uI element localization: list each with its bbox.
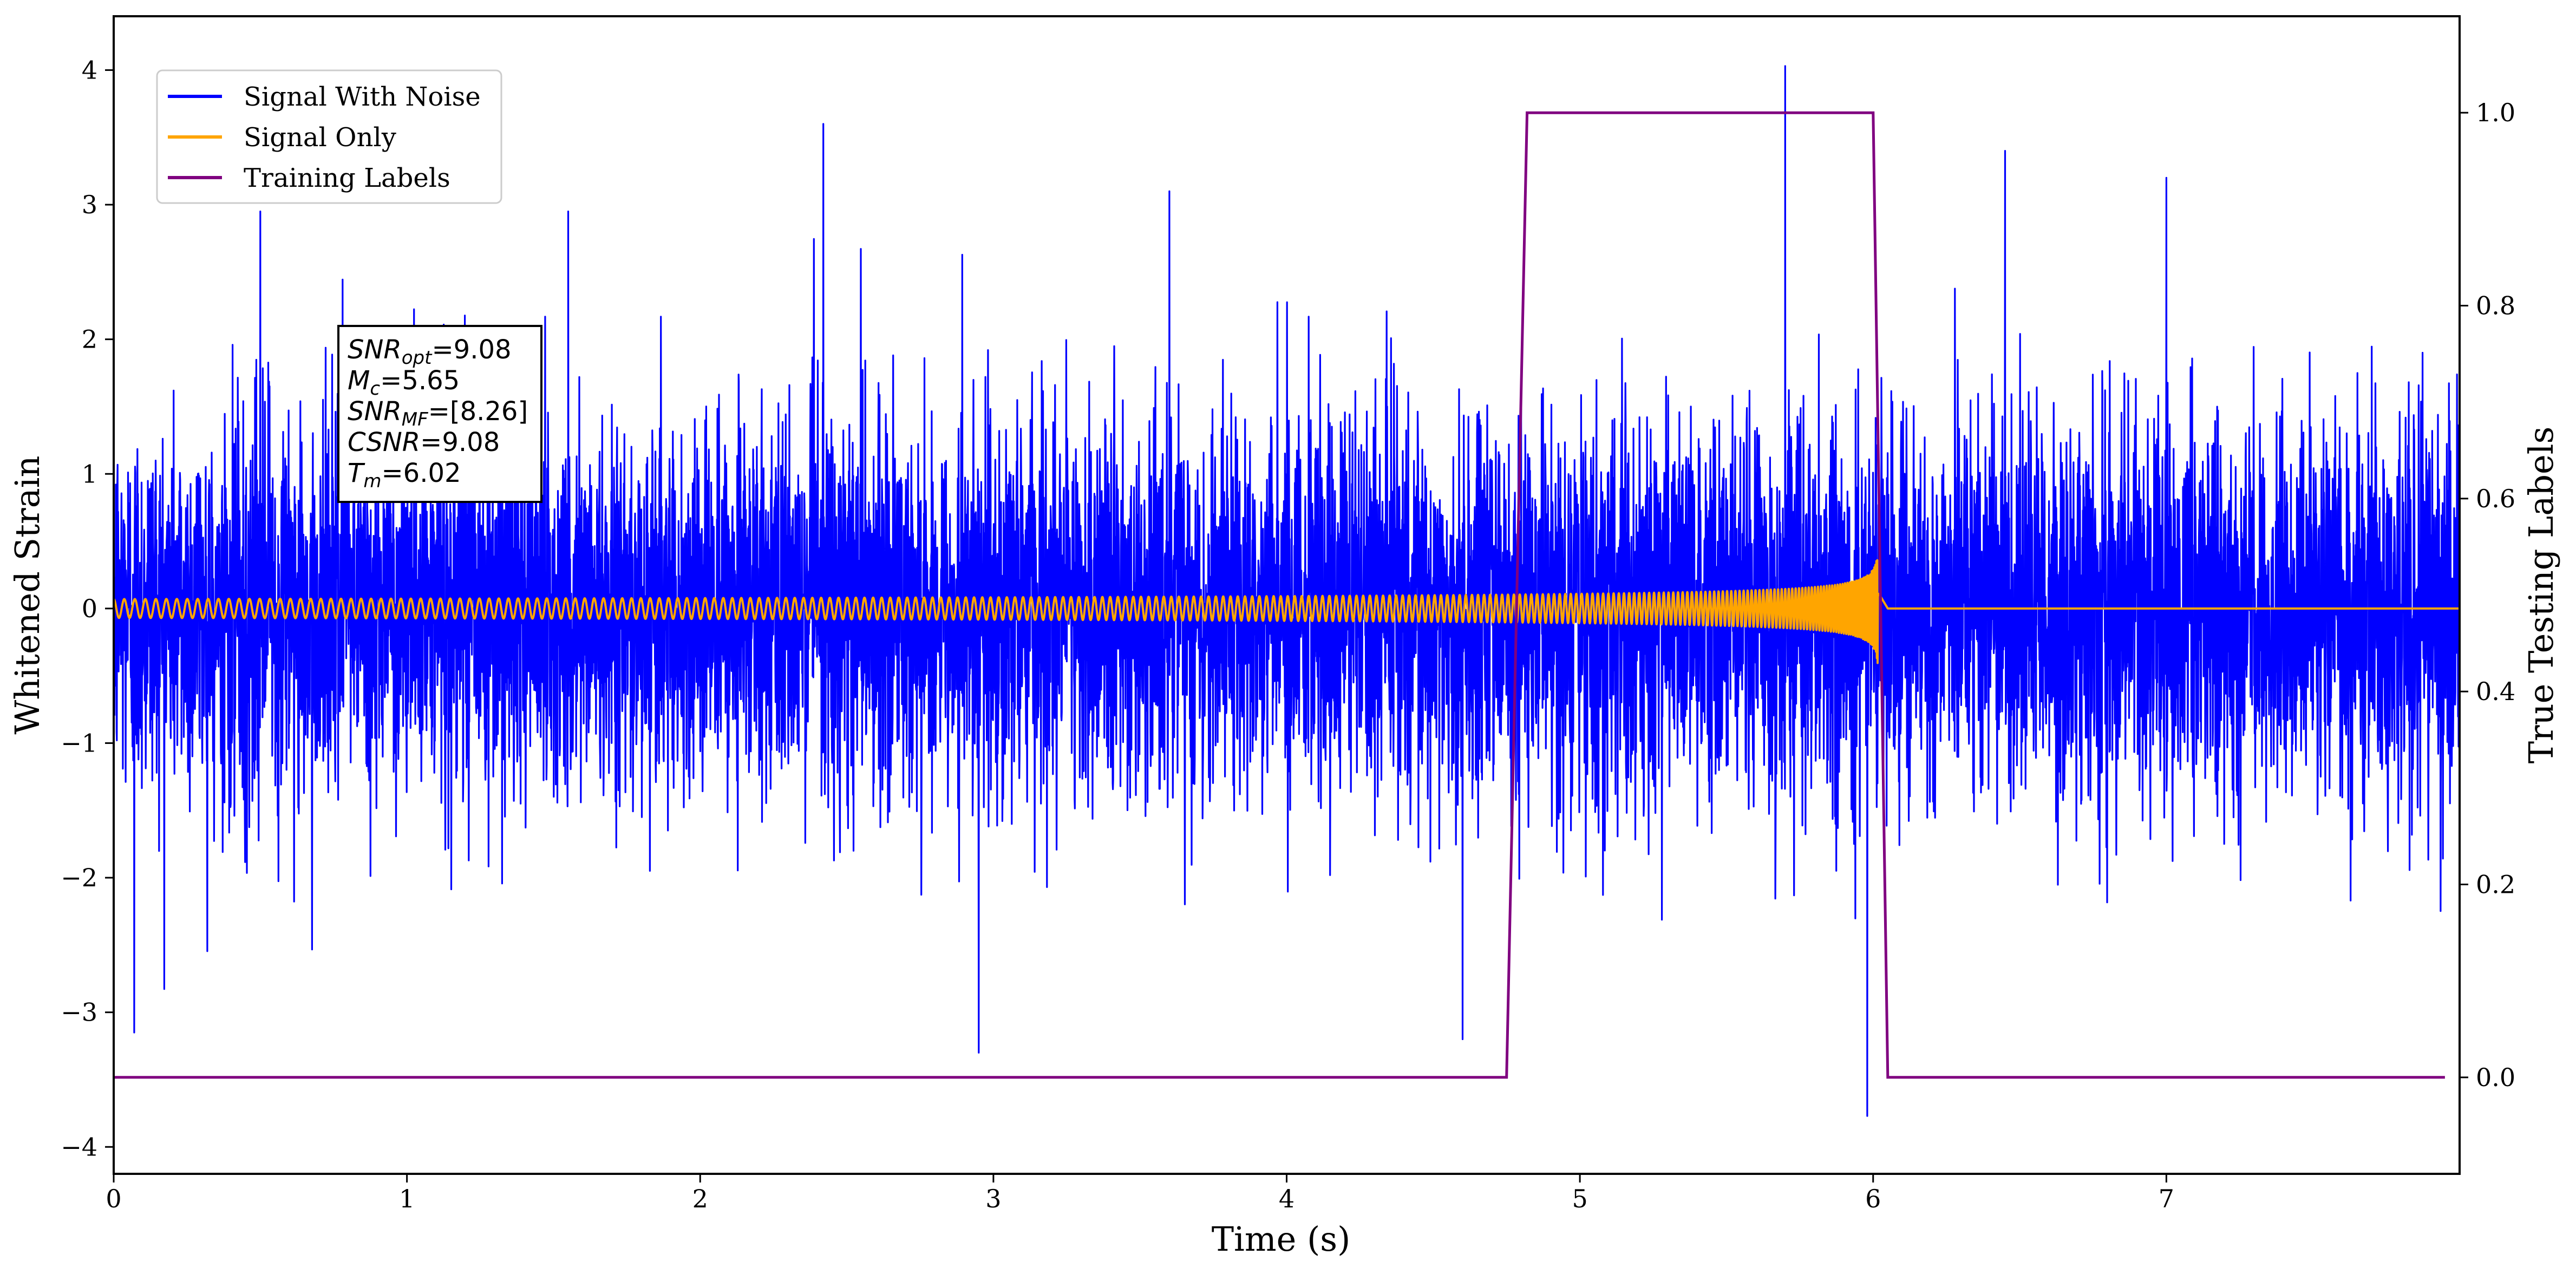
y-right-tick-label: 0.6 bbox=[2476, 484, 2515, 513]
y-axis-right-title: True Testing Labels bbox=[2521, 427, 2561, 764]
x-tick-label: 1 bbox=[399, 1184, 415, 1213]
y-axis-right: 0.0 0.2 0.4 0.6 0.8 1.0 bbox=[2460, 98, 2515, 1092]
y-right-tick-label: 0.2 bbox=[2476, 870, 2515, 899]
y-axis-left: −4 −3 −2 −1 0 1 2 3 4 bbox=[61, 55, 114, 1161]
y-right-tick-label: 1.0 bbox=[2476, 98, 2515, 127]
x-tick-label: 2 bbox=[692, 1184, 708, 1213]
y-left-tick-label: −4 bbox=[61, 1132, 97, 1161]
noise-line bbox=[114, 65, 2460, 1117]
y-left-tick-label: 4 bbox=[82, 55, 97, 84]
x-tick-label: 5 bbox=[1572, 1184, 1587, 1213]
y-right-tick-label: 0.4 bbox=[2476, 677, 2515, 706]
y-left-tick-label: 1 bbox=[82, 459, 97, 488]
x-tick-label: 0 bbox=[106, 1184, 121, 1213]
parameter-annotation-box: SNRopt=9.08Mc=5.65SNRMF=[8.26]CSNR=9.08T… bbox=[337, 325, 542, 503]
training-labels-line bbox=[114, 111, 2445, 1079]
annotation-line: Tm=6.02 bbox=[348, 458, 461, 492]
legend-label-signal: Signal Only bbox=[244, 122, 396, 153]
x-axis: 0 1 2 3 4 5 6 7 bbox=[106, 1174, 2174, 1213]
signal-with-noise-series bbox=[114, 65, 2460, 1117]
y-right-tick-label: 0.8 bbox=[2476, 291, 2515, 321]
annotation-frame bbox=[337, 325, 542, 503]
training-labels-series bbox=[114, 111, 2445, 1079]
y-left-tick-label: −1 bbox=[61, 728, 97, 757]
y-left-tick-label: 0 bbox=[82, 594, 97, 623]
x-tick-label: 7 bbox=[2159, 1184, 2174, 1213]
annotation-line: Mc=5.65 bbox=[348, 365, 460, 400]
legend-label-labels: Training Labels bbox=[244, 163, 450, 193]
x-tick-label: 3 bbox=[985, 1184, 1001, 1213]
y-left-tick-label: 2 bbox=[82, 325, 97, 354]
y-axis-left-title: Whitened Strain bbox=[8, 456, 47, 735]
annotation-line: SNRopt=9.08 bbox=[348, 335, 512, 369]
y-left-tick-label: −2 bbox=[61, 863, 97, 892]
y-right-tick-label: 0.0 bbox=[2476, 1063, 2515, 1092]
signal-only-line bbox=[114, 559, 2460, 664]
legend-label-noise: Signal With Noise bbox=[244, 82, 481, 112]
signal-only-series bbox=[114, 559, 2460, 664]
legend-box bbox=[156, 69, 502, 204]
x-tick-label: 6 bbox=[1865, 1184, 1881, 1213]
annotation-line: SNRMF=[8.26] bbox=[348, 396, 528, 430]
y-left-tick-label: −3 bbox=[61, 998, 97, 1027]
x-tick-label: 4 bbox=[1279, 1184, 1294, 1213]
legend: Signal With Noise Signal Only Training L… bbox=[156, 69, 502, 204]
x-axis-title: Time (s) bbox=[1212, 1219, 1351, 1259]
annotation-line: CSNR=9.08 bbox=[348, 427, 500, 458]
y-left-tick-label: 3 bbox=[82, 190, 97, 219]
